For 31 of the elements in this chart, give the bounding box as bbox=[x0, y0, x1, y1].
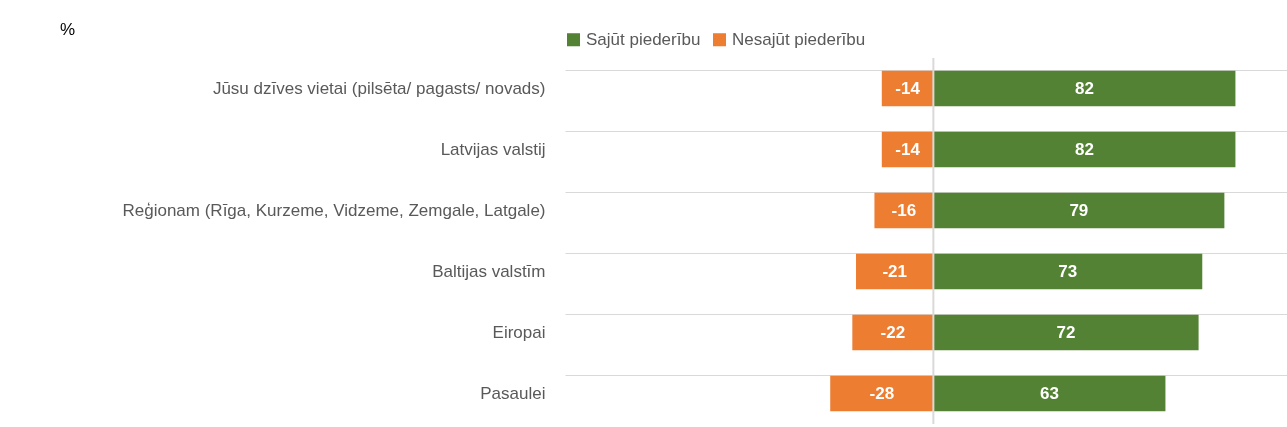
y-tick-label: Eiropai bbox=[492, 322, 546, 342]
legend-label: Sajūt piederību bbox=[586, 29, 701, 49]
y-tick-label: Latvijas valstij bbox=[440, 139, 546, 159]
y-tick-label: Baltijas valstīm bbox=[432, 261, 546, 281]
bar bbox=[933, 131, 1236, 168]
data-label: 82 bbox=[1074, 139, 1094, 159]
data-label: -16 bbox=[891, 200, 917, 220]
y-tick-label: Pasaulei bbox=[480, 383, 546, 403]
y-tick-label: Jūsu dzīves vietai (pilsēta/ pagasts/ novads) bbox=[212, 78, 546, 98]
data-label: 73 bbox=[1058, 261, 1078, 281]
y-tick-label: Reģionam (Rīga, Kurzeme, Vidzeme, Zemgale, Latgale) bbox=[122, 200, 546, 220]
data-label: 63 bbox=[1039, 383, 1059, 403]
bar bbox=[933, 375, 1166, 412]
bar bbox=[856, 253, 934, 290]
data-label: -14 bbox=[895, 139, 921, 159]
data-label: -21 bbox=[882, 261, 907, 281]
bar bbox=[933, 253, 1203, 290]
data-label: -28 bbox=[869, 383, 895, 403]
data-label: 82 bbox=[1074, 78, 1094, 98]
bar bbox=[933, 70, 1236, 107]
data-label: -14 bbox=[895, 78, 921, 98]
data-label: 79 bbox=[1069, 200, 1089, 220]
bar bbox=[933, 192, 1225, 229]
text: % bbox=[60, 20, 76, 39]
data-label: -22 bbox=[880, 322, 906, 342]
bar bbox=[852, 314, 934, 351]
bar bbox=[830, 375, 934, 412]
legend-label: Nesajūt piederību bbox=[732, 29, 866, 49]
data-label: 72 bbox=[1056, 322, 1076, 342]
bar bbox=[874, 192, 934, 229]
bar bbox=[933, 314, 1199, 351]
